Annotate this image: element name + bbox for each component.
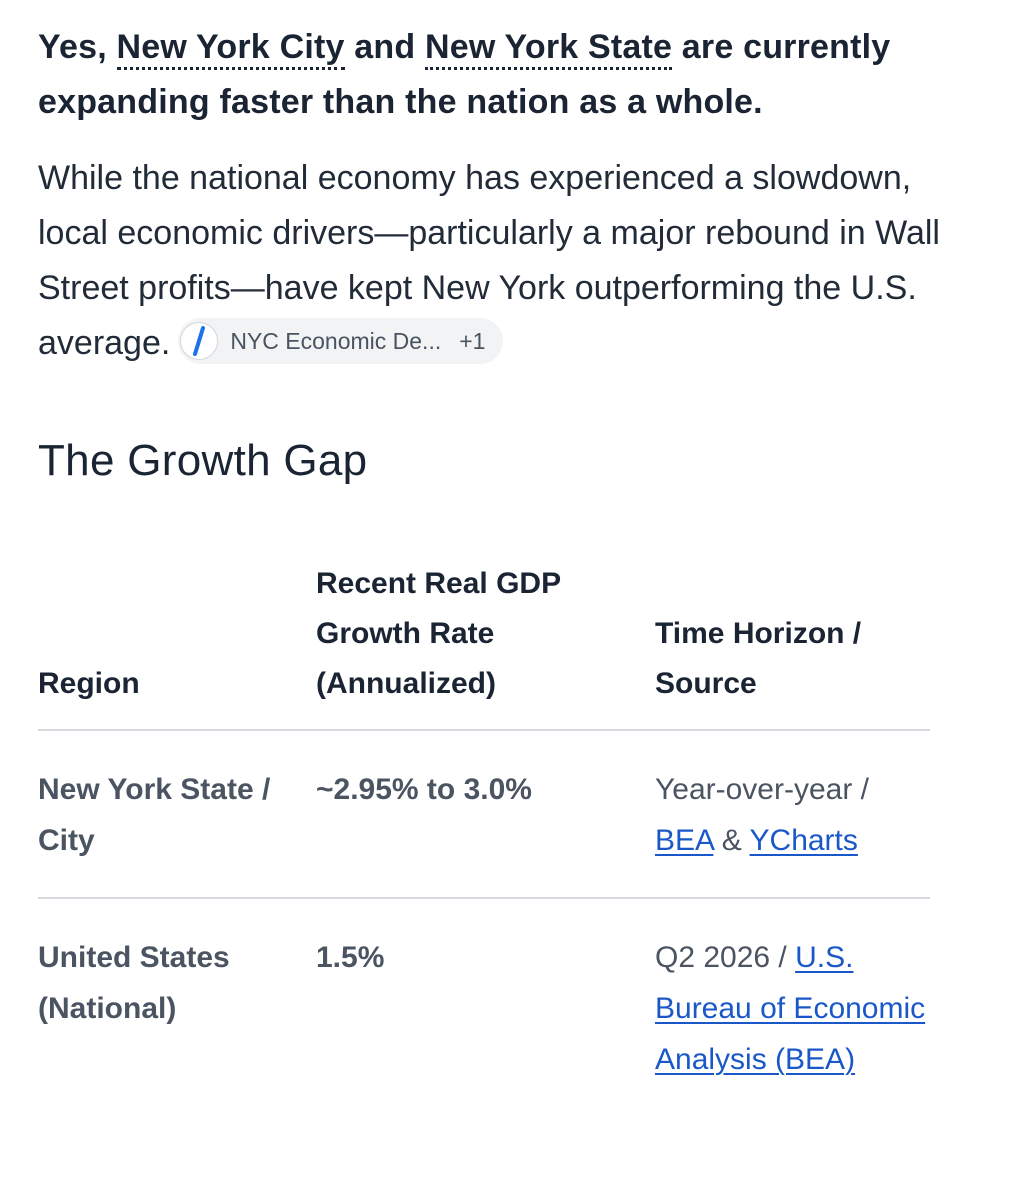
cell-source: Year-over-year / BEA & YCharts bbox=[655, 730, 930, 899]
new-york-city-link[interactable]: New York City bbox=[116, 28, 345, 70]
cell-source: Q2 2026 / U.S. Bureau of Economic Analys… bbox=[655, 898, 930, 1116]
answer-content: Yes, New York City and New York State ar… bbox=[38, 20, 978, 1116]
table-row: New York State / City ~2.95% to 3.0% Yea… bbox=[38, 730, 930, 899]
header-rate: Recent Real GDP Growth Rate (Annualized) bbox=[316, 559, 655, 731]
us-bea-link[interactable]: U.S. Bureau of Economic Analysis (BEA) bbox=[655, 941, 926, 1076]
citation-label: NYC Economic De... bbox=[230, 327, 442, 354]
cell-region: New York State / City bbox=[38, 730, 316, 899]
bea-link[interactable]: BEA bbox=[655, 824, 714, 857]
horizon-text: Year-over-year / bbox=[655, 773, 869, 806]
citation-chip[interactable]: NYC Economic De... +1 bbox=[178, 318, 504, 365]
horizon-text: Q2 2026 / bbox=[655, 941, 796, 974]
lead-mid: and bbox=[344, 28, 425, 66]
header-region: Region bbox=[38, 559, 316, 731]
answer-lead: Yes, New York City and New York State ar… bbox=[38, 20, 978, 130]
citation-count: +1 bbox=[459, 327, 486, 354]
ycharts-link[interactable]: YCharts bbox=[749, 824, 858, 857]
answer-paragraph: While the national economy has experienc… bbox=[38, 151, 978, 371]
growth-table: Region Recent Real GDP Growth Rate (Annu… bbox=[38, 559, 930, 1116]
table-row: United States (National) 1.5% Q2 2026 / … bbox=[38, 898, 930, 1116]
cell-rate: ~2.95% to 3.0% bbox=[316, 730, 655, 899]
cell-region: United States (National) bbox=[38, 941, 230, 1025]
lead-suffix: are currently expanding faster than the … bbox=[38, 28, 891, 121]
source-favicon-icon bbox=[180, 322, 219, 361]
paragraph-text: While the national economy has experienc… bbox=[38, 159, 940, 362]
joiner-text: & bbox=[713, 824, 750, 857]
cell-rate: 1.5% bbox=[316, 941, 385, 974]
header-source: Time Horizon / Source bbox=[655, 559, 930, 731]
new-york-state-link[interactable]: New York State bbox=[424, 28, 673, 70]
table-header-row: Region Recent Real GDP Growth Rate (Annu… bbox=[38, 559, 930, 731]
lead-prefix: Yes, bbox=[38, 28, 117, 66]
section-title: The Growth Gap bbox=[38, 436, 368, 485]
